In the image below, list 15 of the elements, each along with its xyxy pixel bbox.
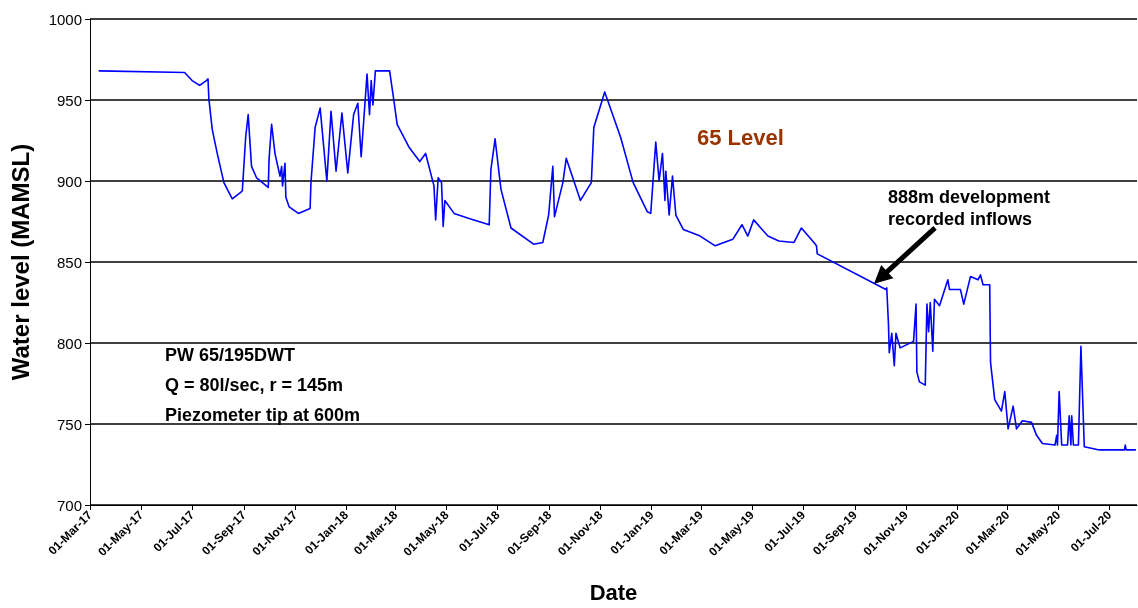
y-tick-label: 950 bbox=[56, 91, 82, 109]
y-tick-label: 850 bbox=[56, 253, 82, 271]
annotation: Piezometer tip at 600m bbox=[165, 405, 361, 425]
y-tick-label: 800 bbox=[56, 334, 82, 352]
annotation: 888m development recorded inflows bbox=[888, 187, 1056, 229]
y-tick-label: 1000 bbox=[48, 10, 82, 28]
y-tick-label: 700 bbox=[56, 496, 82, 514]
line-series bbox=[98, 70, 1137, 451]
y-axis-title: Water level (MAMSL) bbox=[6, 143, 34, 381]
x-axis-title: Date bbox=[589, 579, 638, 605]
annotation: PW 65/195DWT bbox=[165, 345, 296, 365]
y-tick-label: 900 bbox=[56, 172, 82, 190]
annotation: 65 Level bbox=[697, 124, 784, 150]
y-tick-label: 750 bbox=[56, 415, 82, 433]
annotation: Q = 80l/sec, r = 145m bbox=[165, 375, 344, 395]
